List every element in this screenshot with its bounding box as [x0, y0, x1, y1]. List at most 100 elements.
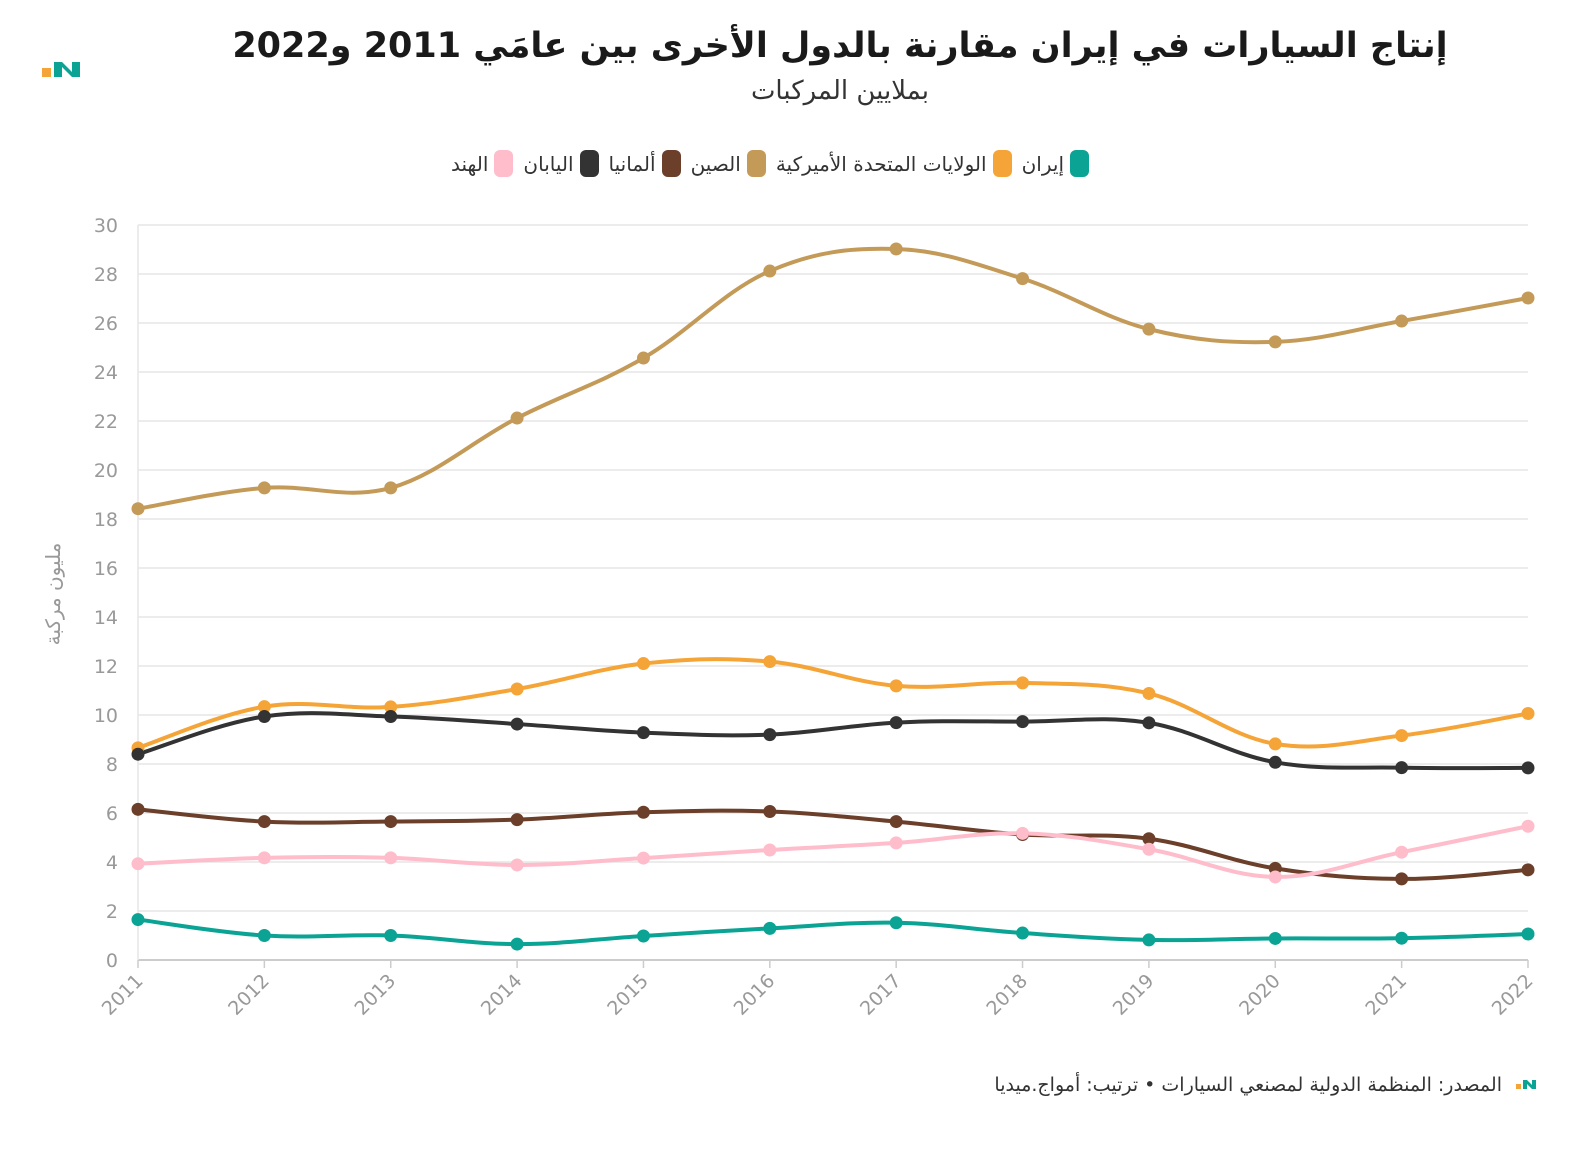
brand-logo-icon — [42, 62, 80, 77]
y-axis-label: مليون مركبة — [41, 543, 65, 646]
data-point[interactable] — [1142, 716, 1156, 730]
data-point[interactable] — [1142, 842, 1156, 856]
data-point[interactable] — [889, 679, 903, 693]
data-point[interactable] — [1395, 729, 1409, 743]
data-point[interactable] — [763, 921, 777, 935]
gridlines — [137, 224, 1528, 961]
legend-item-china[interactable]: الصين — [691, 150, 766, 177]
legend-label: الهند — [451, 151, 489, 176]
data-point[interactable] — [1395, 761, 1409, 775]
data-point[interactable] — [257, 700, 271, 714]
series-line — [137, 711, 1529, 771]
y-tick-label: 10 — [94, 705, 118, 727]
legend-label: إيران — [1021, 151, 1064, 176]
data-point[interactable] — [1521, 863, 1535, 877]
data-point[interactable] — [1016, 676, 1030, 690]
data-point[interactable] — [1268, 737, 1282, 751]
x-tick-label: 2016 — [730, 970, 780, 1020]
data-point[interactable] — [1268, 870, 1282, 884]
data-point[interactable] — [131, 913, 145, 927]
series-line — [137, 807, 1529, 881]
data-point[interactable] — [510, 717, 524, 731]
data-point[interactable] — [763, 264, 777, 278]
legend-item-japan[interactable]: اليابان — [523, 150, 599, 177]
data-point[interactable] — [384, 700, 398, 714]
legend-item-iran[interactable]: إيران — [1022, 150, 1089, 177]
series-line — [137, 824, 1529, 879]
data-point[interactable] — [1268, 335, 1282, 349]
data-point[interactable] — [1142, 832, 1156, 846]
data-point[interactable] — [131, 802, 145, 816]
x-tick-label: 2014 — [477, 970, 527, 1020]
data-point[interactable] — [1016, 926, 1030, 940]
data-point[interactable] — [384, 481, 398, 495]
y-tick-label: 16 — [94, 558, 118, 580]
data-point[interactable] — [257, 709, 271, 723]
legend-item-usa[interactable]: الولايات المتحدة الأميركية — [776, 150, 1012, 177]
data-point[interactable] — [510, 858, 524, 872]
data-point[interactable] — [636, 851, 650, 865]
data-point[interactable] — [131, 857, 145, 871]
data-point[interactable] — [763, 655, 777, 669]
data-point[interactable] — [1016, 715, 1030, 729]
y-tick-label: 14 — [94, 607, 118, 629]
data-point[interactable] — [636, 351, 650, 365]
data-point[interactable] — [889, 836, 903, 850]
data-point[interactable] — [1268, 931, 1282, 945]
y-tick-label: 20 — [94, 460, 118, 482]
legend-item-india[interactable]: الهند — [451, 150, 514, 177]
legend-swatch — [494, 150, 514, 177]
data-point[interactable] — [1016, 826, 1030, 840]
y-tick-label: 8 — [106, 754, 118, 776]
data-point[interactable] — [1521, 761, 1535, 775]
data-point[interactable] — [1521, 707, 1535, 721]
data-point[interactable] — [1395, 314, 1409, 328]
data-point[interactable] — [1142, 686, 1156, 700]
data-point[interactable] — [1016, 272, 1030, 286]
data-point[interactable] — [1142, 933, 1156, 947]
data-point[interactable] — [257, 929, 271, 942]
data-point[interactable] — [257, 815, 271, 829]
data-point[interactable] — [763, 843, 777, 857]
data-point[interactable] — [510, 937, 524, 951]
series-line — [137, 246, 1529, 511]
legend-item-germany[interactable]: ألمانيا — [609, 150, 681, 177]
y-tick-label: 22 — [94, 411, 118, 433]
data-point[interactable] — [510, 682, 524, 696]
footer-logo-icon — [1516, 1080, 1536, 1089]
data-point[interactable] — [384, 851, 398, 865]
data-point[interactable] — [1521, 927, 1535, 941]
data-point[interactable] — [131, 502, 145, 516]
data-point[interactable] — [889, 815, 903, 829]
data-point[interactable] — [1395, 931, 1409, 945]
data-point[interactable] — [257, 481, 271, 495]
data-point[interactable] — [636, 726, 650, 740]
data-point[interactable] — [131, 747, 145, 761]
data-point[interactable] — [636, 657, 650, 671]
data-point[interactable] — [636, 929, 650, 943]
data-point[interactable] — [257, 851, 271, 865]
data-point[interactable] — [763, 805, 777, 819]
y-tick-label: 6 — [106, 803, 118, 825]
data-point[interactable] — [889, 716, 903, 730]
data-point[interactable] — [384, 815, 398, 829]
y-tick-label: 0 — [106, 950, 118, 972]
data-point[interactable] — [510, 813, 524, 827]
data-point[interactable] — [763, 728, 777, 742]
data-point[interactable] — [889, 916, 903, 930]
data-point[interactable] — [384, 929, 398, 942]
x-tick-label: 2021 — [1361, 970, 1411, 1020]
data-point[interactable] — [1142, 322, 1156, 336]
data-point[interactable] — [510, 411, 524, 425]
data-point[interactable] — [1521, 819, 1535, 833]
data-point[interactable] — [636, 805, 650, 819]
x-tick-label: 2019 — [1109, 970, 1159, 1020]
data-point[interactable] — [1268, 755, 1282, 769]
data-point[interactable] — [384, 709, 398, 723]
data-point[interactable] — [889, 242, 903, 256]
data-point[interactable] — [1395, 872, 1409, 886]
data-point[interactable] — [1395, 845, 1409, 859]
x-tick-label: 2018 — [982, 970, 1032, 1020]
legend-label: الصين — [690, 151, 741, 176]
data-point[interactable] — [1521, 291, 1535, 305]
